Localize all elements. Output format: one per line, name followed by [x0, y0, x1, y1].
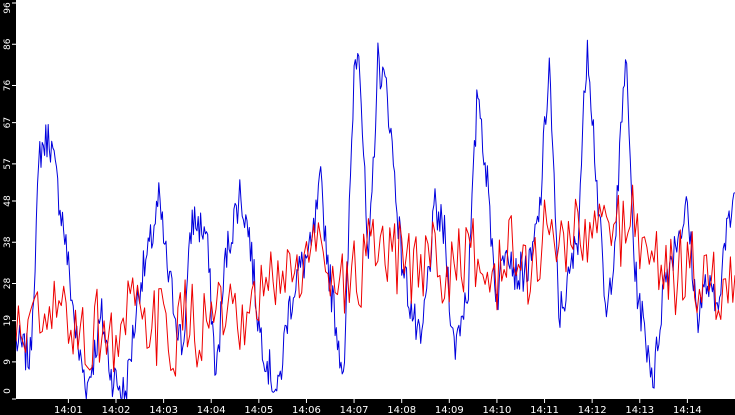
y-tick-label: 0	[3, 388, 13, 394]
x-tick-label: 14:07	[340, 405, 369, 415]
x-axis-ticks: 14:01 14:02 14:03 14:04 14:05 14:06 14:07 14:08…	[54, 399, 702, 415]
y-tick-label: 9	[3, 359, 13, 365]
y-tick-label: 67	[3, 117, 13, 128]
x-tick-label: 14:02	[102, 405, 131, 415]
x-tick-label: 14:08	[387, 405, 416, 415]
x-tick-label: 14:01	[54, 405, 83, 415]
y-axis-ticks: 0 9 19 28 38 48 57 67 76 86 96	[3, 2, 16, 400]
y-tick-label: 19	[3, 315, 13, 327]
x-tick-label: 14:14	[673, 405, 702, 415]
y-tick-label: 38	[3, 236, 13, 248]
x-tick-label: 14:04	[197, 405, 226, 415]
x-tick-label: 14:10	[483, 405, 512, 415]
x-tick-label: 14:06	[292, 405, 321, 415]
series-layer	[15, 39, 735, 400]
y-tick-label: 57	[3, 158, 13, 169]
x-tick-label: 14:12	[578, 405, 607, 415]
x-axis-band	[0, 399, 735, 415]
y-axis-band	[0, 0, 16, 415]
y-tick-label: 86	[3, 38, 13, 50]
series-line-1	[15, 39, 735, 400]
x-tick-label: 14:09	[435, 405, 464, 415]
y-tick-label: 96	[3, 2, 13, 14]
x-tick-label: 14:13	[625, 405, 654, 415]
x-tick-label: 14:05	[244, 405, 273, 415]
y-tick-label: 76	[3, 80, 13, 92]
x-tick-label: 14:03	[149, 405, 178, 415]
y-tick-label: 48	[3, 195, 13, 207]
y-tick-label: 28	[3, 278, 13, 290]
series-line-2	[15, 184, 735, 377]
x-tick-label: 14:11	[530, 405, 559, 415]
